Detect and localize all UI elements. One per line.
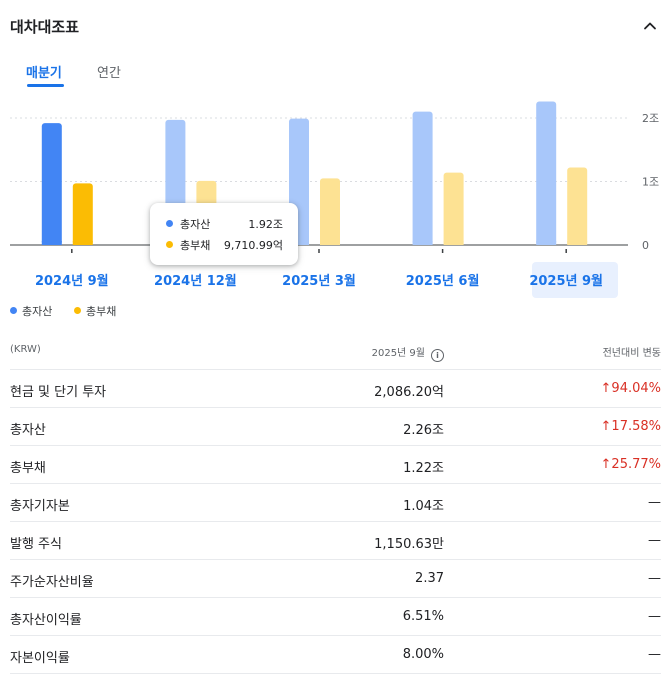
tooltip-row-liabilities: 총부채 <box>166 237 210 253</box>
table-header-row: (KRW) 2025년 9월 i 전년대비 변동 <box>10 333 661 370</box>
legend-assets-dot <box>10 307 17 314</box>
table-row: 주가순자산비율 2.37 — <box>10 560 661 598</box>
row-change: — <box>648 647 661 662</box>
tooltip-liabilities-label: 총부채 <box>180 239 211 252</box>
bar-total-liabilities[interactable] <box>567 167 588 245</box>
x-category-label[interactable]: 2025년 9월 <box>529 273 603 289</box>
bar-base <box>72 241 93 245</box>
row-value: 1.04조 <box>403 499 444 514</box>
active-tab-indicator <box>27 84 64 87</box>
bar-total-assets[interactable] <box>41 123 62 245</box>
header-yoy-change: 전년대비 변동 <box>602 348 661 359</box>
row-label: 총자산 <box>10 423 46 438</box>
tooltip-liabilities-dot <box>166 241 173 248</box>
balance-sheet-header[interactable]: 대차대조표 <box>10 14 660 42</box>
bar-total-liabilities[interactable] <box>72 183 93 245</box>
legend-item-liabilities: 총부채 <box>74 303 116 319</box>
bar-total-liabilities[interactable] <box>320 178 340 245</box>
legend-liabilities-dot <box>74 307 81 314</box>
chart-tooltip: 총자산 1.92조 총부채 9,710.99억 <box>150 203 298 265</box>
tooltip-assets-label: 총자산 <box>180 218 211 231</box>
chevron-up-icon[interactable] <box>640 16 660 36</box>
row-label: 자본이익률 <box>10 651 70 666</box>
row-label: 현금 및 단기 투자 <box>10 385 107 400</box>
table-row: 발행 주식 1,150.63만 — <box>10 522 661 560</box>
header-period-label: 2025년 9월 <box>371 348 425 359</box>
table-row: 총자산 2.26조 ↑17.58% <box>10 408 661 446</box>
table-row: 자본이익률 8.00% — <box>10 636 661 674</box>
row-change: ↑17.58% <box>600 419 661 434</box>
header-currency: (KRW) <box>10 344 41 355</box>
y-tick-label: 1조 <box>642 176 659 189</box>
row-value: 8.00% <box>402 647 444 662</box>
row-value: 2.37 <box>415 571 444 586</box>
legend-item-assets: 총자산 <box>10 303 52 319</box>
x-category-label[interactable]: 2025년 6월 <box>406 273 480 289</box>
legend-assets-label: 총자산 <box>22 305 53 318</box>
row-label: 총자기자본 <box>10 499 70 514</box>
bar-total-assets[interactable] <box>412 111 433 246</box>
row-change: — <box>648 571 661 586</box>
balance-sheet-chart: 0 1조 2조 2024년 9월 2024년 12월 2025년 3월 2025년 6월 20… <box>10 101 659 289</box>
row-change: — <box>648 609 661 624</box>
table-row: 현금 및 단기 투자 2,086.20억 ↑94.04% <box>10 370 661 408</box>
tooltip-liabilities-value: 9,710.99억 <box>223 239 283 252</box>
selected-period-highlight <box>532 262 618 298</box>
bar-base <box>320 241 340 245</box>
row-value: 6.51% <box>402 609 444 624</box>
balance-sheet-table: (KRW) 2025년 9월 i 전년대비 변동 현금 및 단기 투자 2,086.… <box>10 333 661 674</box>
table-row: 총부채 1.22조 ↑25.77% <box>10 446 661 484</box>
row-label: 총부채 <box>10 461 46 476</box>
x-category-label[interactable]: 2024년 12월 <box>154 273 237 289</box>
row-change: ↑94.04% <box>600 381 661 396</box>
tooltip-row-assets: 총자산 <box>166 216 210 232</box>
row-value: 2.26조 <box>403 423 444 438</box>
y-tick-label: 2조 <box>642 112 659 125</box>
bar-base <box>443 241 464 245</box>
row-label: 주가순자산비율 <box>10 575 94 590</box>
bar-base <box>41 241 62 245</box>
y-tick-label: 0 <box>642 239 649 252</box>
x-category-label[interactable]: 2024년 9월 <box>35 273 109 289</box>
row-value: 1,150.63만 <box>374 537 444 552</box>
legend-liabilities-label: 총부채 <box>86 305 117 318</box>
section-title: 대차대조표 <box>10 18 80 36</box>
table-row: 총자산이익률 6.51% — <box>10 598 661 636</box>
bar-base <box>536 241 557 245</box>
row-value: 2,086.20억 <box>374 385 444 400</box>
row-change: — <box>648 533 661 548</box>
bar-base <box>567 241 588 245</box>
tooltip-assets-value: 1.92조 <box>248 218 283 231</box>
row-label: 발행 주식 <box>10 537 62 552</box>
bar-base <box>412 241 433 245</box>
tooltip-assets-dot <box>166 220 173 227</box>
bar-total-assets[interactable] <box>536 101 557 246</box>
header-period: 2025년 9월 i <box>372 344 444 362</box>
row-label: 총자산이익률 <box>10 613 82 628</box>
tab-quarterly[interactable]: 매분기 <box>26 66 62 81</box>
x-category-label[interactable]: 2025년 3월 <box>282 273 356 289</box>
info-icon[interactable]: i <box>431 349 444 362</box>
bar-total-liabilities[interactable] <box>443 172 464 245</box>
table-row: 총자기자본 1.04조 — <box>10 484 661 522</box>
bar-base <box>289 241 309 245</box>
tab-annual[interactable]: 연간 <box>97 66 121 81</box>
row-change: ↑25.77% <box>600 457 661 472</box>
row-value: 1.22조 <box>403 461 444 476</box>
row-change: — <box>648 495 661 510</box>
